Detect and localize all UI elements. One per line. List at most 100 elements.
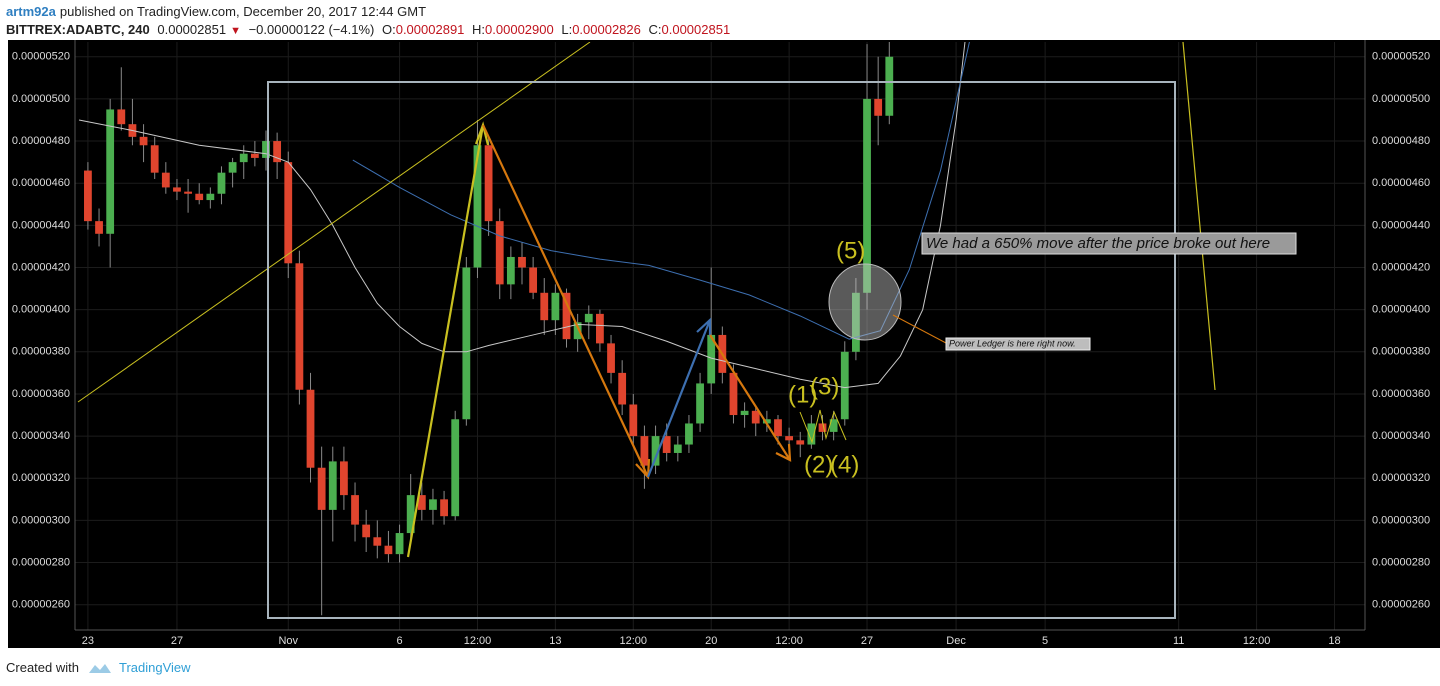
candle-body — [206, 193, 215, 201]
y-tick-label: 0.00000460 — [12, 177, 70, 189]
y-tick-label: 0.00000360 — [12, 388, 70, 400]
candle-body — [774, 419, 782, 437]
candle-body — [596, 313, 604, 344]
arrowhead — [696, 317, 712, 337]
candle-body — [284, 162, 293, 264]
x-tick-label: 13 — [549, 635, 561, 647]
y-tick-label: 0.00000320 — [12, 472, 70, 484]
candle-body — [340, 461, 348, 496]
down-arrow: ▼ — [230, 25, 241, 37]
candle-body — [785, 436, 794, 441]
candle-body — [150, 145, 159, 173]
candle-body — [139, 136, 148, 146]
author[interactable]: artm92a — [6, 4, 56, 19]
candle-body — [673, 444, 682, 453]
y-tick-label: 0.00000480 — [1372, 135, 1430, 147]
y-tick-label: 0.00000280 — [1372, 556, 1430, 568]
y-tick-label: 0.00000320 — [1372, 472, 1430, 484]
y-tick-label: 0.00000360 — [1372, 388, 1430, 400]
box — [267, 81, 1176, 619]
candle-body — [651, 436, 660, 466]
symbol-line: BITTREX:ADABTC, 240 0.00002851 ▼ −0.00000… — [6, 22, 734, 37]
plot — [78, 42, 970, 616]
c-value: 0.00002851 — [661, 22, 731, 37]
candle-body — [573, 322, 582, 340]
h-value: 0.00002900 — [485, 22, 554, 37]
x-tick-label: 12:00 — [464, 635, 492, 647]
candle-body — [863, 98, 871, 293]
candle-body — [184, 191, 192, 194]
y-tick-label: 0.00000420 — [12, 261, 70, 273]
x-tick-label: 12:00 — [775, 635, 803, 647]
y-tick-label: 0.00000380 — [1372, 346, 1430, 358]
candle-body — [262, 141, 270, 158]
candle-body — [829, 419, 838, 432]
note2-box — [945, 337, 1091, 351]
candle-body — [551, 292, 560, 321]
arrow — [406, 124, 485, 558]
candle-body — [195, 193, 204, 201]
grid: 0.00000260 0.00000260 0.00000280 0.00000280… — [12, 42, 1430, 647]
x-tick-label: 27 — [171, 635, 183, 647]
candle-body — [696, 383, 704, 424]
candle-body — [729, 372, 738, 416]
candle-body — [228, 162, 237, 173]
arrow — [482, 124, 649, 478]
arrow — [709, 334, 791, 461]
brand[interactable]: TradingView — [118, 660, 191, 675]
candle-body — [429, 499, 437, 510]
candle-body — [607, 343, 615, 373]
y-tick-label: 0.00000380 — [12, 346, 70, 358]
candle-body — [95, 221, 103, 234]
y-tick-label: 0.00000260 — [12, 599, 70, 611]
published: published on TradingView.com, December 2… — [59, 4, 427, 19]
candle-body — [796, 440, 805, 445]
last-price: 0.00002851 — [157, 22, 227, 37]
candle-body — [250, 153, 259, 158]
candle-body — [417, 495, 426, 510]
candle-body — [707, 334, 716, 384]
candle-body — [373, 537, 382, 546]
candle-body — [384, 545, 393, 555]
c-label: C: — [648, 22, 662, 37]
callout-line — [892, 314, 947, 344]
arrowhead — [775, 443, 792, 462]
logo — [88, 663, 111, 673]
y-tick-label: 0.00000300 — [12, 514, 70, 526]
y-tick-label: 0.00000260 — [1372, 599, 1430, 611]
y-tick-label: 0.00000520 — [1372, 51, 1430, 63]
wave-label: (4) — [830, 451, 859, 478]
candle-body — [740, 410, 749, 416]
candle-body — [173, 187, 181, 192]
candle-body — [395, 533, 404, 555]
drawings: We had a 650% move after the price broke… — [77, 42, 1297, 619]
y-tick-label: 0.00000340 — [1372, 430, 1430, 442]
candle-body — [618, 372, 627, 405]
header-line: artm92a published on TradingView.com, Dec… — [6, 4, 430, 19]
candle-body — [518, 256, 526, 268]
wave-label: (2) — [804, 451, 833, 478]
candle-body — [807, 423, 816, 445]
candle-body — [351, 495, 359, 525]
candle-body — [161, 172, 170, 188]
candle-body — [273, 141, 282, 163]
wave-lines — [799, 409, 847, 444]
candle-body — [751, 410, 760, 424]
trend-line — [1182, 42, 1216, 391]
x-tick-label: Dec — [946, 635, 966, 647]
y-tick-label: 0.00000500 — [12, 93, 70, 105]
x-tick-label: 6 — [396, 635, 402, 647]
y-tick-label: 0.00000280 — [12, 556, 70, 568]
candle-body — [306, 389, 315, 468]
candle-body — [640, 436, 649, 466]
y-tick-label: 0.00000300 — [1372, 514, 1430, 526]
y-tick-label: 0.00000460 — [1372, 177, 1430, 189]
x-tick-label: Nov — [278, 635, 298, 647]
candle-body — [540, 292, 549, 321]
o-value: 0.00002891 — [395, 22, 465, 37]
chart: 0.00000260 0.00000260 0.00000280 0.00000280… — [8, 40, 1440, 648]
candle-body — [885, 56, 894, 116]
candle-body — [818, 423, 827, 432]
note2: Power Ledger is here right now. — [949, 338, 1076, 348]
